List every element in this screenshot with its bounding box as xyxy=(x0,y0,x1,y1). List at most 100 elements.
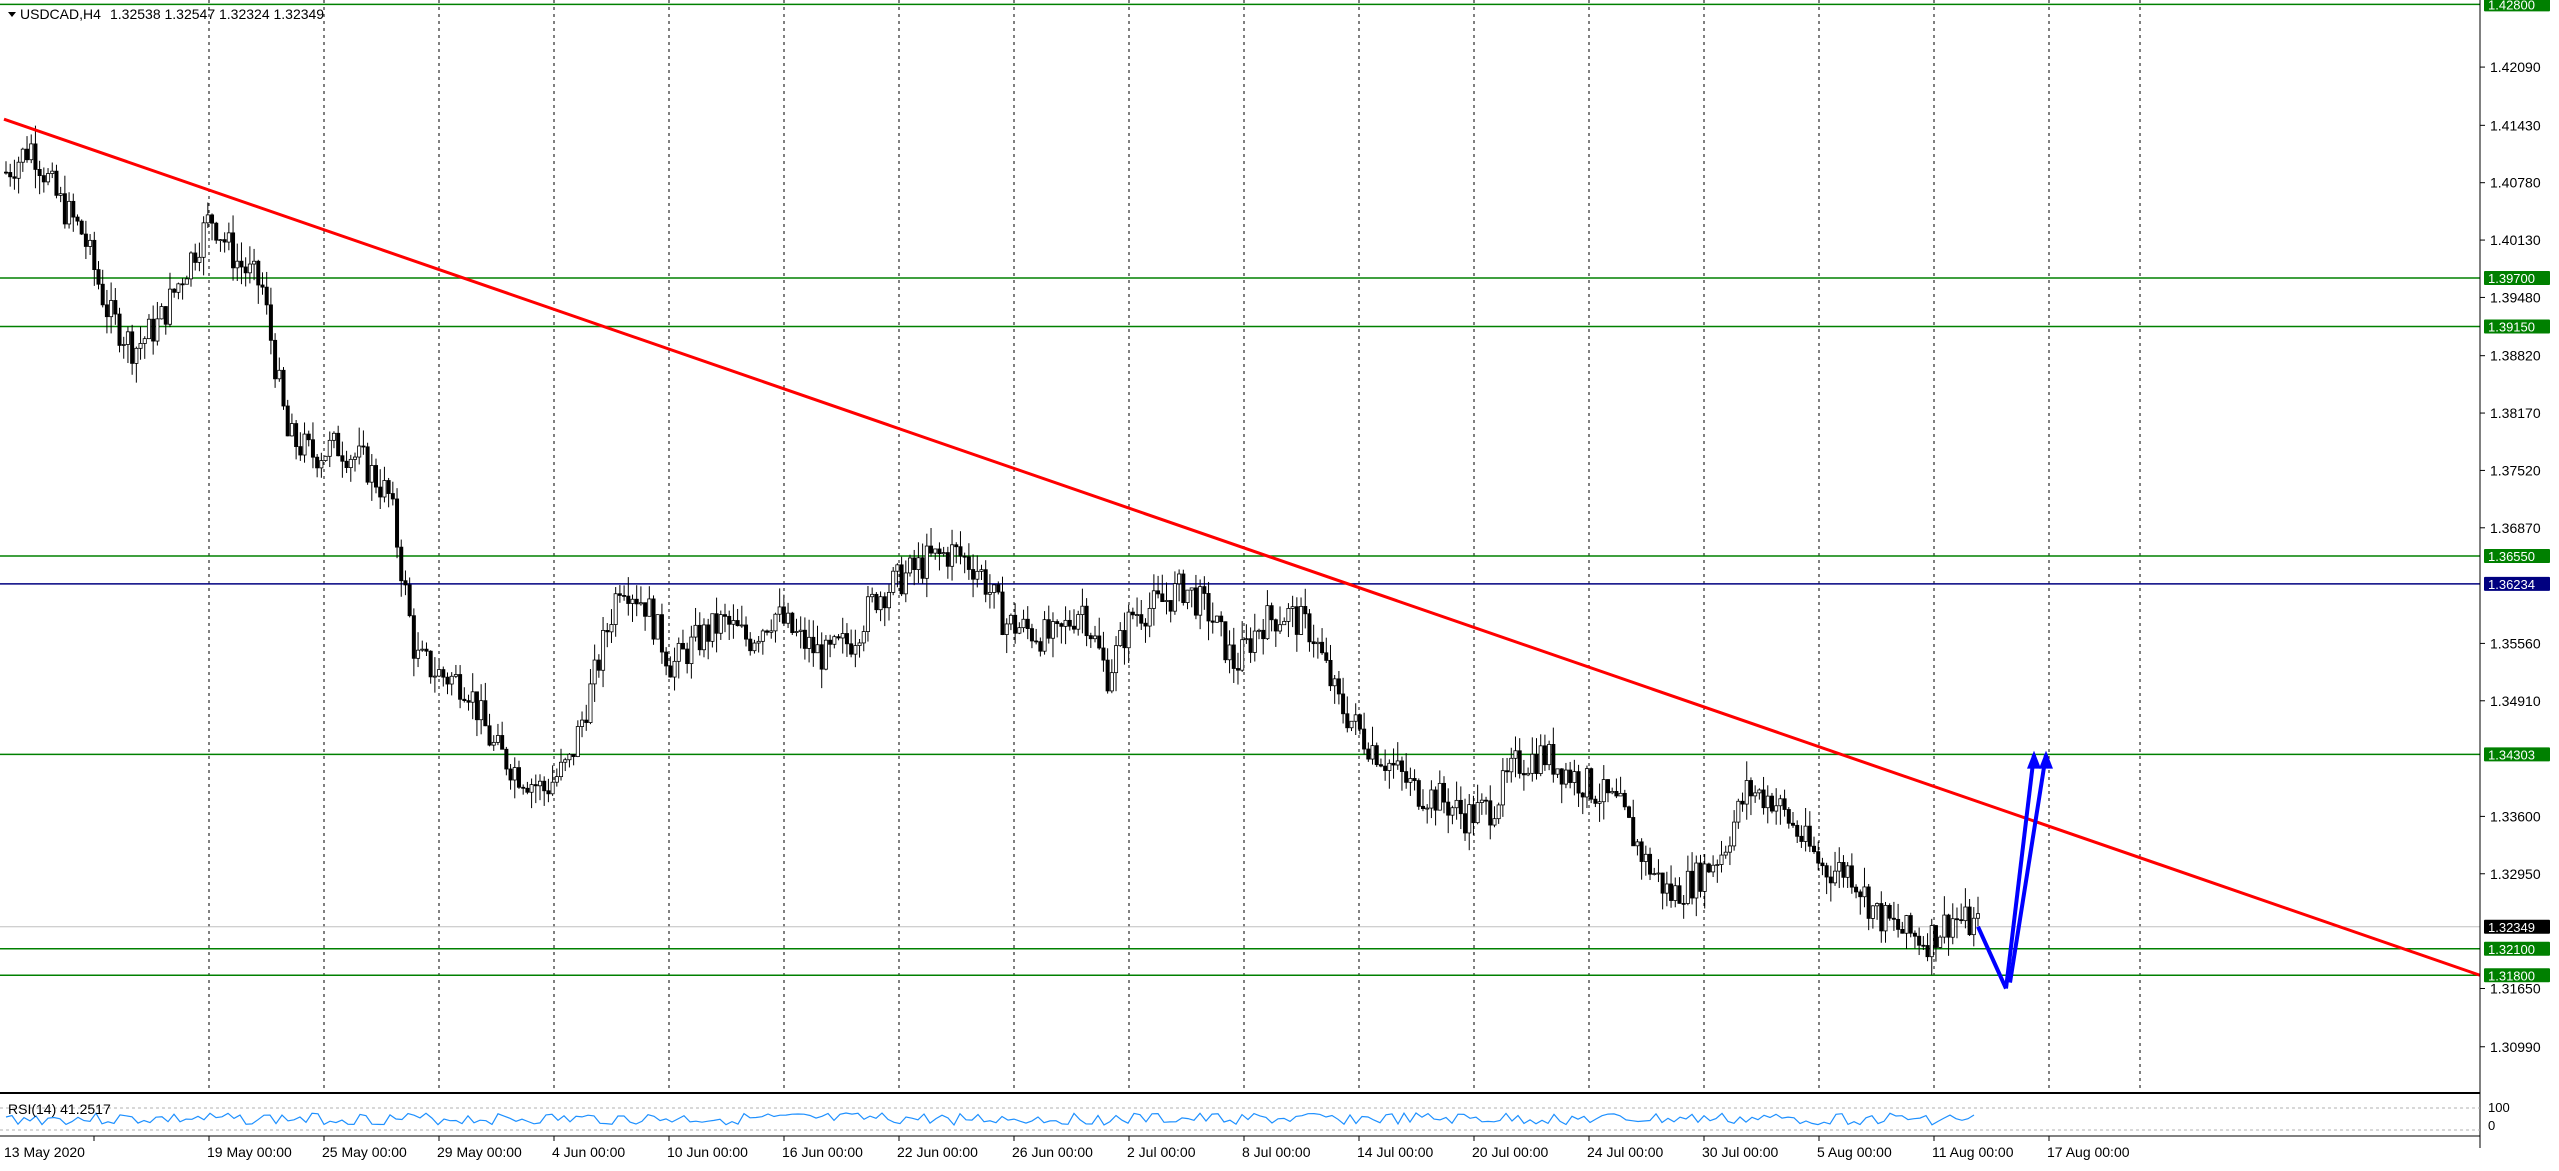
candle-body xyxy=(1471,804,1476,824)
candle-body xyxy=(483,700,488,727)
time-label: 8 Jul 00:00 xyxy=(1242,1144,1311,1160)
candle-body xyxy=(1547,744,1552,766)
candle-body xyxy=(1812,845,1817,853)
candle-body xyxy=(966,556,971,570)
candle-body xyxy=(146,318,151,340)
candle-body xyxy=(773,613,778,632)
candle-body xyxy=(1156,590,1161,595)
arrow-head-icon xyxy=(2039,750,2053,769)
candle-body xyxy=(1938,936,1943,948)
time-label: 29 May 00:00 xyxy=(437,1144,522,1160)
time-axis[interactable]: 13 May 2020 19 May 00:00 25 May 00:00 29 Ma… xyxy=(4,1136,2130,1160)
time-label: 30 Jul 00:00 xyxy=(1702,1144,1778,1160)
time-label: 16 Jun 00:00 xyxy=(782,1144,863,1160)
candle-body xyxy=(100,283,105,306)
candle-body xyxy=(449,675,454,685)
candle-body xyxy=(1008,614,1013,625)
tag-background xyxy=(2484,941,2550,956)
candle-body xyxy=(1496,804,1501,820)
candle-body xyxy=(596,659,601,671)
tag-s2: 1.32100 xyxy=(2484,941,2550,957)
time-label: 14 Jul 00:00 xyxy=(1357,1144,1433,1160)
price-tick-label: 1.31650 xyxy=(2490,981,2541,997)
candle-body xyxy=(247,263,252,274)
chevron-down-icon[interactable] xyxy=(8,12,16,17)
price-axis[interactable]: 1.42090 1.41430 1.40780 1.40130 1.39480 1.388… xyxy=(2480,59,2541,1055)
candle-body xyxy=(1206,593,1211,622)
candle-body xyxy=(1673,885,1678,901)
time-label: 19 May 00:00 xyxy=(207,1144,292,1160)
candle-body xyxy=(529,784,534,793)
tag-top-text: 1.42800 xyxy=(2488,0,2535,12)
candle-body xyxy=(41,175,46,183)
candle-body xyxy=(1698,862,1703,892)
candle-body xyxy=(1740,800,1745,805)
candle-body xyxy=(525,787,530,793)
candle-body xyxy=(256,260,261,286)
candle-body xyxy=(1290,606,1295,609)
candle-body xyxy=(83,233,88,247)
candle-body xyxy=(352,456,357,460)
time-label: 10 Jun 00:00 xyxy=(667,1144,748,1160)
rsi-panel[interactable]: RSI(14) 41.2517 100 0 xyxy=(0,1092,2510,1133)
candle-body xyxy=(323,455,328,461)
blue-projection-arrow[interactable] xyxy=(1976,750,2053,990)
candle-body xyxy=(1681,902,1686,905)
candle-body xyxy=(54,170,59,196)
tag-background xyxy=(2484,271,2550,286)
candle-body xyxy=(1589,768,1594,800)
projection-down-leg xyxy=(1976,925,2008,990)
candle-body xyxy=(1584,768,1589,798)
candle-body xyxy=(1643,853,1648,862)
candle-body xyxy=(689,636,694,665)
candle-body xyxy=(563,759,568,763)
candle-body xyxy=(1135,614,1140,616)
candle-body xyxy=(495,735,500,743)
candle-body xyxy=(1862,886,1867,898)
candle-body xyxy=(285,405,290,437)
tag-current-text: 1.32349 xyxy=(2488,920,2535,935)
candle-body xyxy=(1328,659,1333,687)
candle-body xyxy=(1841,862,1846,878)
tag-r2: 1.39150 xyxy=(2484,319,2550,335)
candle-body xyxy=(1395,760,1400,766)
candle-body xyxy=(1227,644,1232,661)
candle-body xyxy=(1505,770,1510,773)
price-tick-label: 1.41430 xyxy=(2490,117,2541,133)
chart-header[interactable]: USDCAD,H4 1.32538 1.32547 1.32324 1.3234… xyxy=(8,6,324,22)
candle-body xyxy=(214,222,219,241)
candle-body xyxy=(1736,800,1741,823)
candle-body xyxy=(365,446,370,483)
candle-body xyxy=(1559,768,1564,785)
candle-body xyxy=(1845,865,1850,878)
horizontal-levels[interactable] xyxy=(0,3,2480,977)
candle-body xyxy=(685,648,690,665)
candle-body xyxy=(1219,615,1224,623)
candle-body xyxy=(769,630,774,633)
candle-body xyxy=(62,193,67,225)
candle-body xyxy=(1429,789,1434,809)
red-trendline[interactable] xyxy=(3,117,2481,977)
candle-body xyxy=(1055,621,1060,625)
candle-body xyxy=(88,239,93,247)
candle-body xyxy=(1256,629,1261,632)
candle-body xyxy=(1320,641,1325,654)
candle-body xyxy=(697,624,702,651)
candle-body xyxy=(941,552,946,555)
candle-body xyxy=(718,614,723,634)
candle-body xyxy=(138,343,143,349)
candle-body xyxy=(1799,835,1804,842)
candle-body xyxy=(937,548,942,555)
candle-body xyxy=(420,648,425,651)
candle-body xyxy=(1631,817,1636,847)
candle-body xyxy=(1467,804,1472,834)
candle-body xyxy=(798,629,803,632)
candle-body xyxy=(748,638,753,652)
candle-body xyxy=(277,369,282,380)
time-label: 22 Jun 00:00 xyxy=(897,1144,978,1160)
candle-body xyxy=(1147,607,1152,627)
candle-body xyxy=(727,615,732,625)
candle-body xyxy=(533,784,538,787)
